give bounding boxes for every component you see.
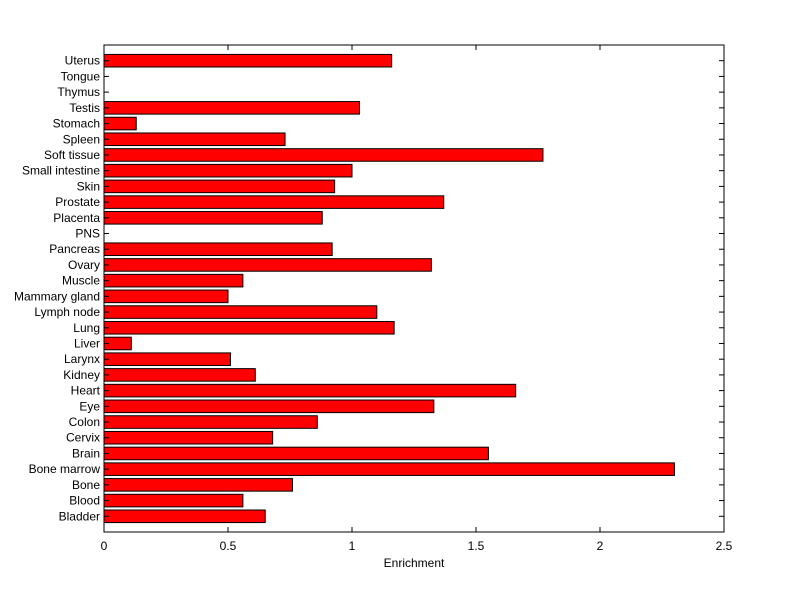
y-tick-label: Soft tissue <box>44 148 100 162</box>
y-tick-label: Brain <box>72 446 100 460</box>
bar-skin <box>103 179 336 194</box>
y-tick-label: Blood <box>69 494 100 508</box>
bar-colon <box>103 415 318 429</box>
y-tick-label: Muscle <box>62 274 100 288</box>
y-tick-label: PNS <box>75 227 100 241</box>
y-tick-label: Skin <box>77 179 100 193</box>
bar-lung <box>103 320 395 335</box>
bar-pancreas <box>103 242 333 257</box>
y-tick-label: Ovary <box>68 258 100 272</box>
y-tick-label: Small intestine <box>22 164 100 178</box>
bar-bladder <box>103 509 266 524</box>
y-tick-label: Bone <box>72 478 100 492</box>
bar-uterus <box>103 53 393 68</box>
y-tick-label: Uterus <box>65 54 100 68</box>
y-tick-label: Eye <box>79 399 100 413</box>
y-tick-label: Colon <box>69 415 100 429</box>
bar-prostate <box>103 195 445 209</box>
bar-spleen <box>103 132 286 147</box>
y-tick-label: Bone marrow <box>29 462 101 476</box>
y-tick-label: Lung <box>73 321 100 335</box>
bar-lymph-node <box>103 305 378 319</box>
y-tick-label: Mammary gland <box>14 289 100 303</box>
bar-blood <box>103 493 244 508</box>
bar-cervix <box>103 430 274 445</box>
y-tick-label: Lymph node <box>34 305 100 319</box>
bar-ovary <box>103 258 432 272</box>
y-tick-label: Heart <box>71 384 101 398</box>
bar-bone <box>103 478 293 492</box>
bar-soft-tissue <box>103 148 544 162</box>
y-tick-label: Spleen <box>63 132 100 146</box>
bar-testis <box>103 101 360 115</box>
ticks-group <box>103 45 725 532</box>
bar-mammary-gland <box>103 289 229 304</box>
y-tick-label: Placenta <box>53 211 100 225</box>
y-tick-label: Kidney <box>63 368 100 382</box>
bar-placenta <box>103 211 323 225</box>
x-tick-label: 2.5 <box>716 539 733 553</box>
bar-brain <box>103 446 489 461</box>
x-tick-label: 1 <box>349 539 356 553</box>
x-tick-label: 1.5 <box>468 539 485 553</box>
y-tick-label: Prostate <box>55 195 100 209</box>
y-tick-label: Testis <box>69 101 100 115</box>
y-tick-label: Thymus <box>57 85 100 99</box>
bar-small-intestine <box>103 163 353 178</box>
bar-larynx <box>103 352 231 366</box>
y-tick-label: Tongue <box>61 69 101 83</box>
y-tick-label: Larynx <box>64 352 100 366</box>
bar-eye <box>103 399 435 414</box>
bar-kidney <box>103 368 256 382</box>
bar-muscle <box>103 273 244 288</box>
y-tick-label: Pancreas <box>49 242 100 256</box>
y-tick-label: Liver <box>74 336 100 350</box>
y-tick-label: Cervix <box>66 431 100 445</box>
bar-bone-marrow <box>103 462 675 476</box>
x-axis-label: Enrichment <box>384 556 445 570</box>
bars-group <box>103 53 675 524</box>
x-tick-label: 0.5 <box>220 539 237 553</box>
x-tick-label: 0 <box>101 539 108 553</box>
y-tick-label: Stomach <box>53 117 100 131</box>
bar-heart <box>103 383 517 398</box>
x-tick-label: 2 <box>597 539 604 553</box>
y-tick-label: Bladder <box>59 509 100 523</box>
plot-area-frame <box>103 44 725 533</box>
